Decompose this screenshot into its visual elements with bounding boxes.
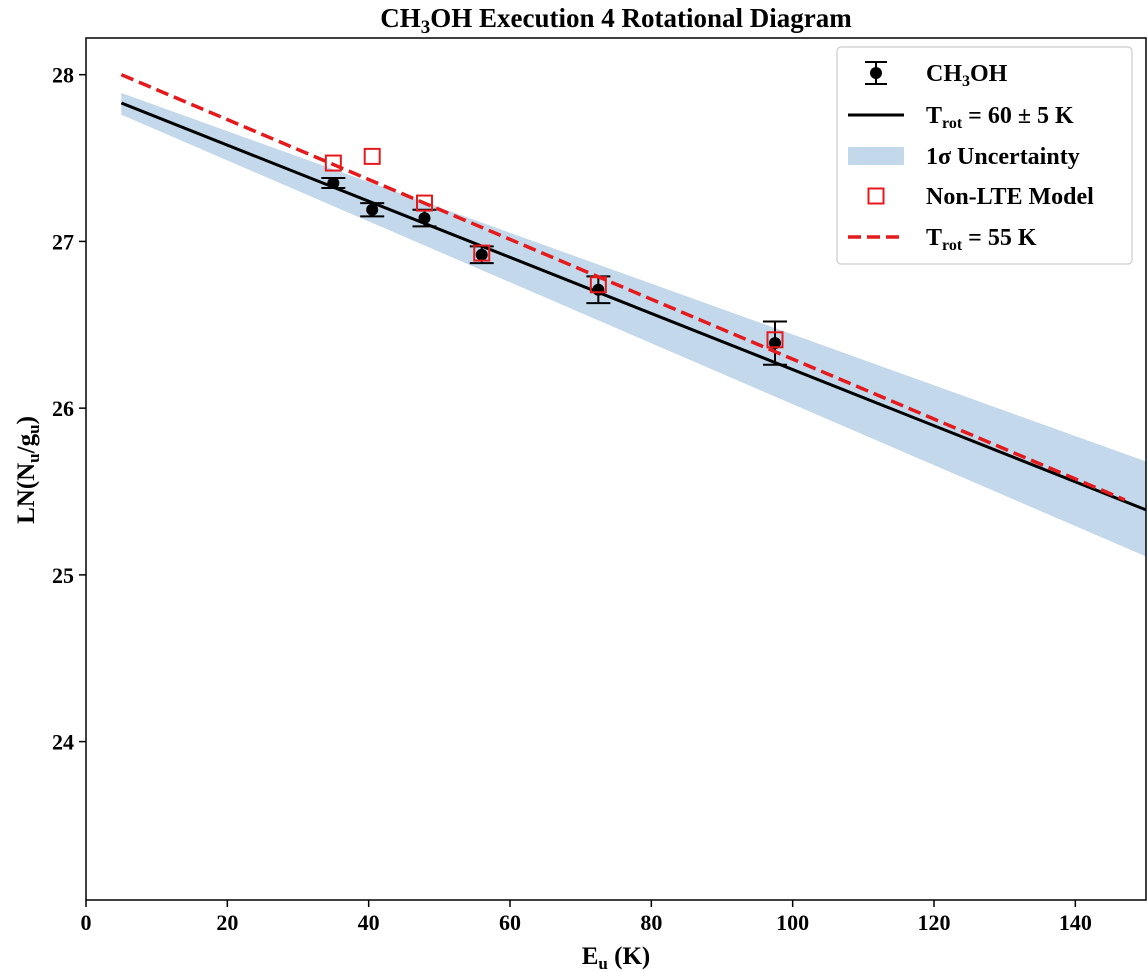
data-point-marker bbox=[366, 203, 379, 216]
x-tick-label: 0 bbox=[81, 910, 92, 935]
legend-label-rest: = 60 ± 5 K bbox=[962, 103, 1074, 129]
legend-label-rest: = 55 K bbox=[962, 225, 1037, 251]
model-point bbox=[324, 154, 342, 172]
y-axis-label-p2: /g bbox=[13, 433, 40, 454]
legend-handle-model-points bbox=[867, 187, 885, 205]
model-point bbox=[473, 244, 491, 262]
x-axis-label-sub: u bbox=[598, 954, 607, 972]
x-tick-label: 40 bbox=[358, 910, 380, 935]
data-point bbox=[763, 320, 787, 366]
legend-label: CH3OH bbox=[926, 61, 1008, 90]
data-point-marker bbox=[327, 177, 340, 190]
legend-label-main: 1σ Uncertainty bbox=[926, 144, 1080, 170]
legend-label-sub: rot bbox=[942, 237, 963, 254]
y-axis-label-sub1: u bbox=[24, 453, 43, 462]
legend-label-main: CH bbox=[926, 61, 962, 87]
legend-label-main: T bbox=[926, 103, 942, 129]
data-point-marker bbox=[592, 283, 605, 296]
plot-area bbox=[120, 73, 1146, 557]
legend-label: 1σ Uncertainty bbox=[926, 144, 1080, 170]
x-axis-label-rest: (K) bbox=[608, 943, 650, 970]
x-tick-label: 100 bbox=[776, 910, 809, 935]
legend-handle-band bbox=[848, 147, 904, 165]
legend-label: Non-LTE Model bbox=[926, 184, 1094, 210]
y-axis-label-p3: ) bbox=[13, 416, 40, 424]
chart-title-main: CH bbox=[380, 3, 421, 33]
x-tick-label: 140 bbox=[1059, 910, 1092, 935]
legend-label-sub: 3 bbox=[962, 73, 970, 90]
y-tick-label: 24 bbox=[52, 730, 74, 755]
chart-title-rest: OH Execution 4 Rotational Diagram bbox=[430, 3, 852, 33]
x-tick-label: 80 bbox=[640, 910, 662, 935]
model-dashed-line bbox=[120, 73, 1126, 502]
y-axis-label-sub2: u bbox=[24, 424, 43, 433]
x-tick-label: 20 bbox=[216, 910, 238, 935]
legend: CH3OH Trot = 60 ± 5 K 1σ Uncertainty Non-LT… bbox=[836, 46, 1133, 265]
legend-label-main: T bbox=[926, 225, 942, 251]
model-point bbox=[363, 147, 381, 165]
chart-title: CH3OH Execution 4 Rotational Diagram bbox=[380, 3, 852, 38]
legend-label-rest: OH bbox=[970, 61, 1008, 87]
y-tick-label: 28 bbox=[52, 63, 74, 88]
data-point-marker bbox=[418, 212, 431, 225]
data-point-marker bbox=[475, 248, 488, 261]
model-point bbox=[589, 276, 607, 294]
data-point-marker bbox=[769, 337, 781, 350]
x-axis-label: Eu (K) bbox=[582, 943, 651, 972]
y-tick-label: 25 bbox=[52, 563, 74, 588]
x-tick-label: 60 bbox=[499, 910, 521, 935]
chart-title-sub: 3 bbox=[421, 17, 431, 38]
fit-line bbox=[120, 101, 1146, 512]
legend-label: Trot = 60 ± 5 K bbox=[926, 103, 1074, 132]
model-point bbox=[415, 194, 433, 212]
data-point bbox=[321, 177, 346, 190]
x-axis-label-main: E bbox=[582, 943, 599, 970]
model-point bbox=[766, 331, 784, 349]
y-axis-label-p1: LN(N bbox=[13, 463, 40, 524]
legend-label: Trot = 55 K bbox=[926, 225, 1037, 254]
legend-label-sub: rot bbox=[942, 115, 963, 132]
y-tick-label: 26 bbox=[52, 396, 74, 421]
y-axis-label: LN(Nu/gu) bbox=[13, 416, 43, 524]
legend-point-marker bbox=[870, 67, 882, 79]
axes: 0 20 40 60 80 100 120 140 24 25 26 27 28 bbox=[52, 37, 1147, 935]
legend-handle-ch3oh bbox=[865, 61, 887, 85]
data-point bbox=[360, 202, 385, 218]
legend-box bbox=[836, 46, 1133, 265]
plot-frame bbox=[85, 37, 1147, 901]
x-tick-label: 120 bbox=[918, 910, 951, 935]
legend-label-main: Non-LTE Model bbox=[926, 184, 1094, 210]
y-tick-label: 27 bbox=[52, 229, 74, 254]
